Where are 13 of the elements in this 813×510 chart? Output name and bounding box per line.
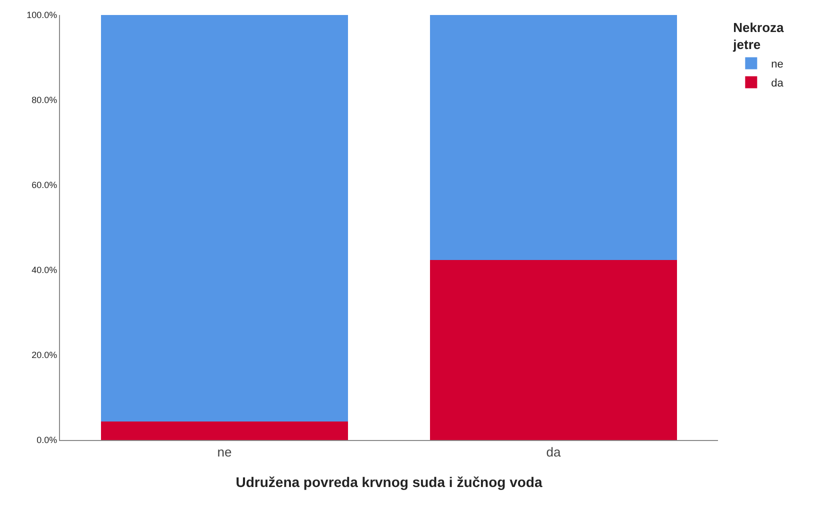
bar — [101, 422, 348, 440]
y-tick-label: 80.0% — [32, 95, 58, 106]
bar — [430, 260, 677, 440]
bar — [430, 15, 677, 260]
legend-label: da — [771, 78, 784, 90]
y-tick-label: 100.0% — [26, 10, 58, 20]
y-tick-label: 0.0% — [36, 435, 58, 446]
legend-title: Nekroza jetre — [732, 20, 785, 52]
y-tick-label: 40.0% — [32, 265, 58, 276]
y-tick-label: 60.0% — [32, 180, 58, 190]
y-tick-label: 20.0% — [32, 350, 58, 360]
legend-label: ne — [771, 58, 784, 71]
x-axis-title: Udružena povreda krvnog suda i žučnog voda — [236, 474, 542, 490]
